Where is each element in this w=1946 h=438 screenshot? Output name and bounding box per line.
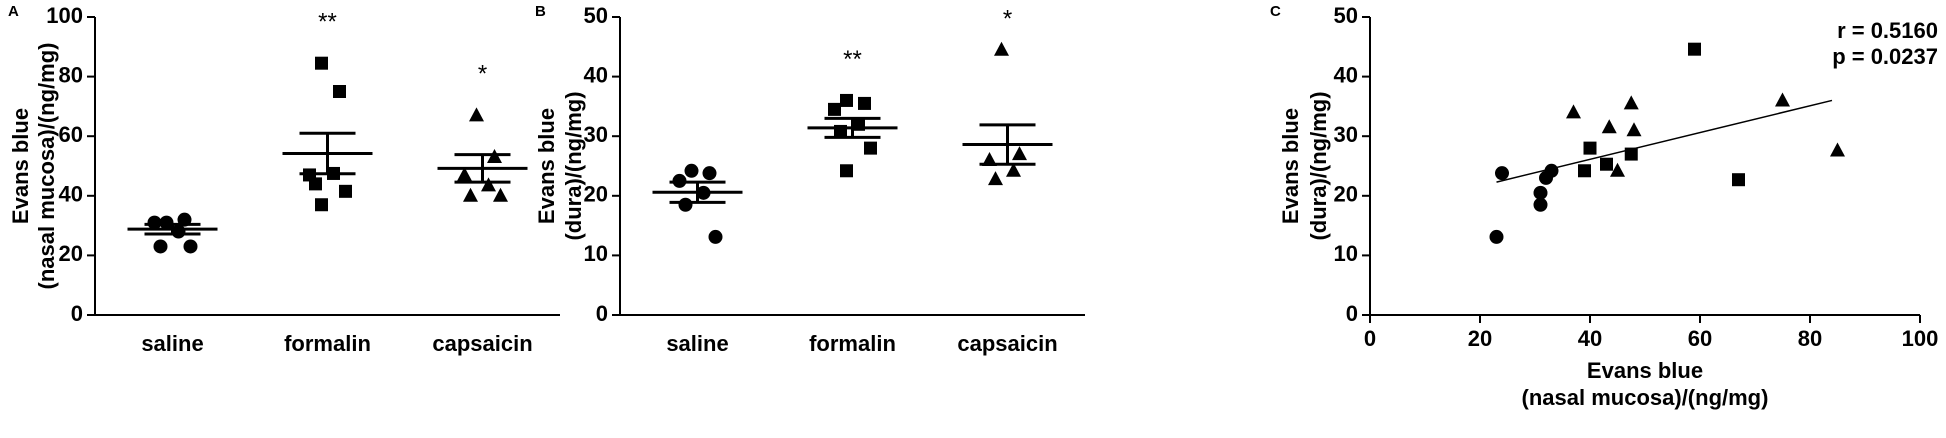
data-point xyxy=(994,41,1009,56)
x-tick-label: 0 xyxy=(1364,326,1376,351)
x-tick-label: saline xyxy=(666,331,728,356)
data-point xyxy=(1601,119,1617,134)
y-tick-label: 0 xyxy=(71,301,83,326)
data-point xyxy=(988,171,1003,186)
y-tick-label: 30 xyxy=(584,122,608,147)
y-tick-label: 20 xyxy=(59,241,83,266)
y-axis-label: (dura)/(ng/mg) xyxy=(1306,91,1331,240)
y-tick-label: 50 xyxy=(1334,3,1358,28)
x-tick-label: 100 xyxy=(1902,326,1939,351)
data-point xyxy=(183,239,198,254)
data-point xyxy=(1533,185,1548,200)
data-point xyxy=(481,177,496,192)
y-tick-label: 20 xyxy=(1334,182,1358,207)
y-axis-label: Evans blue xyxy=(534,108,559,224)
data-point xyxy=(469,107,484,122)
x-tick-label: capsaicin xyxy=(432,331,532,356)
data-point xyxy=(1489,229,1504,244)
y-tick-label: 80 xyxy=(59,62,83,87)
data-point xyxy=(309,177,322,191)
x-tick-label: formalin xyxy=(809,331,896,356)
annotation: p = 0.0237 xyxy=(1832,44,1938,69)
y-tick-label: 60 xyxy=(59,122,83,147)
data-point xyxy=(1830,142,1845,157)
data-point xyxy=(493,187,508,202)
data-point xyxy=(315,56,328,70)
significance: ** xyxy=(318,9,337,36)
data-point xyxy=(1583,141,1597,155)
x-tick-label: 80 xyxy=(1798,326,1822,351)
data-point xyxy=(1600,157,1613,171)
x-tick-label: 60 xyxy=(1688,326,1712,351)
data-point xyxy=(1566,104,1581,119)
y-axis-label: Evans blue xyxy=(1278,108,1303,224)
significance: ** xyxy=(843,46,862,73)
data-point xyxy=(1610,162,1625,177)
data-point xyxy=(708,229,723,244)
significance: * xyxy=(1003,5,1012,32)
data-point xyxy=(1012,146,1027,161)
data-point xyxy=(864,141,877,155)
y-tick-label: 40 xyxy=(1334,62,1358,87)
fit-line xyxy=(1496,99,1833,183)
y-axis-label: Evans blue xyxy=(8,108,33,224)
x-tick-label: 20 xyxy=(1468,326,1492,351)
x-tick-label: saline xyxy=(141,331,203,356)
data-point xyxy=(1578,164,1591,178)
x-tick-label: formalin xyxy=(284,331,371,356)
data-point xyxy=(840,93,853,107)
y-tick-label: 100 xyxy=(46,3,83,28)
data-point xyxy=(333,85,346,98)
data-point xyxy=(1544,163,1559,178)
data-point xyxy=(339,184,352,198)
data-point xyxy=(159,215,174,230)
y-tick-label: 0 xyxy=(1346,301,1358,326)
data-point xyxy=(1688,42,1701,56)
data-point xyxy=(1533,197,1548,212)
y-tick-label: 40 xyxy=(584,62,608,87)
data-point xyxy=(457,166,472,181)
data-point xyxy=(1006,162,1021,177)
x-tick-label: capsaicin xyxy=(957,331,1057,356)
x-axis-label: Evans blue xyxy=(1587,358,1703,383)
y-tick-label: 10 xyxy=(1334,241,1358,266)
panel-label: A xyxy=(8,3,19,20)
data-point xyxy=(1623,95,1639,110)
data-point xyxy=(1775,92,1790,107)
data-point xyxy=(153,239,168,254)
data-point xyxy=(463,187,478,202)
data-point xyxy=(684,163,699,178)
data-point xyxy=(828,102,841,116)
x-axis-label: (nasal mucosa)/(ng/mg) xyxy=(1522,385,1769,410)
data-point xyxy=(315,198,328,212)
y-tick-label: 0 xyxy=(596,301,608,326)
y-tick-label: 40 xyxy=(59,182,83,207)
data-point xyxy=(840,164,853,178)
data-point xyxy=(1626,122,1642,137)
y-tick-label: 10 xyxy=(584,241,608,266)
data-point xyxy=(678,197,693,212)
y-tick-label: 50 xyxy=(584,3,608,28)
annotation: r = 0.5160 xyxy=(1837,18,1938,43)
x-tick-label: 40 xyxy=(1578,326,1602,351)
panel-label: C xyxy=(1270,3,1281,20)
panel-label: B xyxy=(535,3,546,20)
y-axis-label: (dura)/(ng/mg) xyxy=(561,91,586,240)
data-point xyxy=(1495,166,1509,181)
data-point xyxy=(982,152,997,167)
data-point xyxy=(702,166,717,181)
y-tick-label: 30 xyxy=(1334,122,1358,147)
y-tick-label: 20 xyxy=(584,182,608,207)
data-point xyxy=(1732,173,1745,187)
significance: * xyxy=(478,61,487,88)
data-point xyxy=(147,215,162,230)
y-axis-label: (nasal mucosa)/(ng/mg) xyxy=(34,43,59,290)
data-point xyxy=(858,96,871,110)
